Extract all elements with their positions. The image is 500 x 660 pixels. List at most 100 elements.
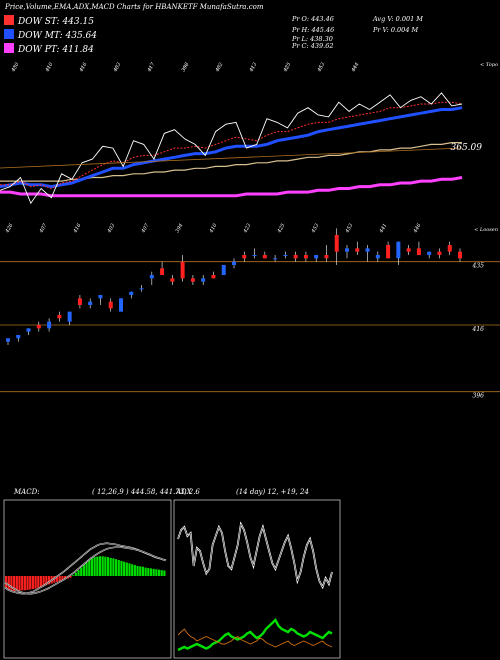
candle-body [108,301,113,309]
macd-histogram-bar [61,576,64,581]
macd-histogram-bar [93,557,96,576]
adx-frame [173,499,341,659]
macd-histogram-bar [18,576,21,591]
macd-params: ( 12,26,9 ) 444.58, 441.73, 2.6 [92,488,200,496]
macd-histogram-bar [72,575,75,576]
candle-body [365,248,370,252]
macd-histogram-bar [47,576,51,585]
adx-line-plus_di [177,618,333,652]
chart-title: Price,Volume,EMA,ADX,MACD Charts for HBA… [4,3,264,11]
candle-body [221,265,226,275]
macd-histogram-bar [147,568,150,576]
macd-histogram-bar [23,576,26,591]
macd-histogram-bar [136,565,139,576]
ema-top-tick-label: 410 [44,61,55,74]
macd-histogram-bar [29,576,32,590]
macd-line-core-signal [4,546,167,594]
ema-top-tick-label: 417 [146,61,157,74]
legend-dow-pt: DOW PT: 411.84 [17,45,94,55]
candle-top-tick-label: 446 [412,222,423,235]
candle-body [67,311,72,322]
candle-top-tick-label: 394 [175,223,185,234]
macd-histogram-bar [144,567,147,576]
ema-top-tick-label: 398 [181,62,191,73]
candle-top-tick-label: 453 [344,223,354,235]
macd-histogram-bar [69,576,72,578]
trend-line [0,147,463,169]
candle-top-tick-label: 441 [378,223,388,235]
macd-histogram-bar [31,576,34,590]
ema-corner-label: < Topo [480,62,498,68]
ema-top-tick-label: 402 [214,62,224,74]
macd-histogram-bar [120,560,123,576]
macd-histogram-bar [80,567,83,576]
macd-panel [4,542,167,595]
candle-body [180,261,185,279]
price-level-label: 435 [472,263,485,270]
candle-top-tick-label: 403 [106,223,116,235]
macd-histogram-bar [163,570,166,576]
candle-body [345,248,349,252]
candle-top-tick-label: 423 [242,223,252,235]
legend-swatch-dow-mt [4,29,14,39]
candle-body [119,298,123,312]
macd-histogram-bar [37,576,40,588]
stat-low: Pr L: 438.30 [291,35,333,43]
candle-body [36,325,41,329]
macd-label: MACD: [13,488,40,496]
candle-body [262,255,267,259]
macd-frame [3,499,172,659]
macd-histogram-bar [149,568,153,576]
candle-body [386,245,391,259]
candle-top-tick-label: 453 [310,223,320,235]
macd-histogram-bar [42,576,45,587]
macd-histogram-bar [96,556,99,576]
macd-histogram-bar [131,564,134,576]
candle-body [458,251,462,259]
candle-corner-label: < Loosen [474,227,498,233]
candle-panel: 435 416 396 426 407 416 403 407 394 410 423 425 453 4… [0,222,500,400]
adx-params: (14 day) 12, +19, 24 [236,488,309,496]
ema-top-tick-label: 444 [350,62,360,74]
candle-body [375,255,380,259]
candle-body [16,335,21,339]
legend-dow-mt: DOW MT: 435.64 [17,31,97,41]
candle-body [283,255,288,256]
macd-histogram-bar [85,562,88,576]
price-level-label: 396 [473,393,485,400]
candle-body [211,275,216,279]
series-line-ema_long [0,142,462,182]
macd-histogram-bar [139,566,142,576]
candle-body [427,251,432,255]
price-stats: Pr O: 443.46 Pr H: 445.46 Pr L: 438.30 P… [291,15,423,50]
candle-body [139,288,144,290]
candle-body [77,298,82,305]
macd-histogram-bar [45,576,48,586]
series-line-ema_short [0,101,463,190]
ema-top-tick-label: 403 [112,62,122,74]
macd-histogram-bar [152,568,155,576]
price-ema-panel: 430 410 416 403 417 398 402 413 425 453 444 [0,61,463,205]
candle-body [6,338,10,342]
candle-top-tick-label: 407 [140,222,151,235]
ema-top-tick-label: 416 [78,61,89,74]
stat-volume: Pr V: 0.004 M [372,26,419,34]
candle-body [242,255,247,259]
macd-histogram-bar [115,559,118,576]
candle-body [190,278,195,282]
candle-top-tick-label: 410 [208,222,219,235]
candle-body [273,258,278,260]
macd-histogram-bar [77,570,80,576]
candle-body [406,248,411,252]
macd-histogram-bar [5,576,8,589]
macd-histogram-bar [21,576,24,591]
candle-body [303,255,308,259]
macd-histogram-bar [64,576,67,580]
macd-histogram-bar [125,562,128,576]
macd-histogram-bar [160,570,163,576]
price-level-label: 416 [472,326,485,333]
macd-histogram-bar [123,561,126,576]
adx-line-core [177,523,333,588]
candle-body [170,278,175,282]
